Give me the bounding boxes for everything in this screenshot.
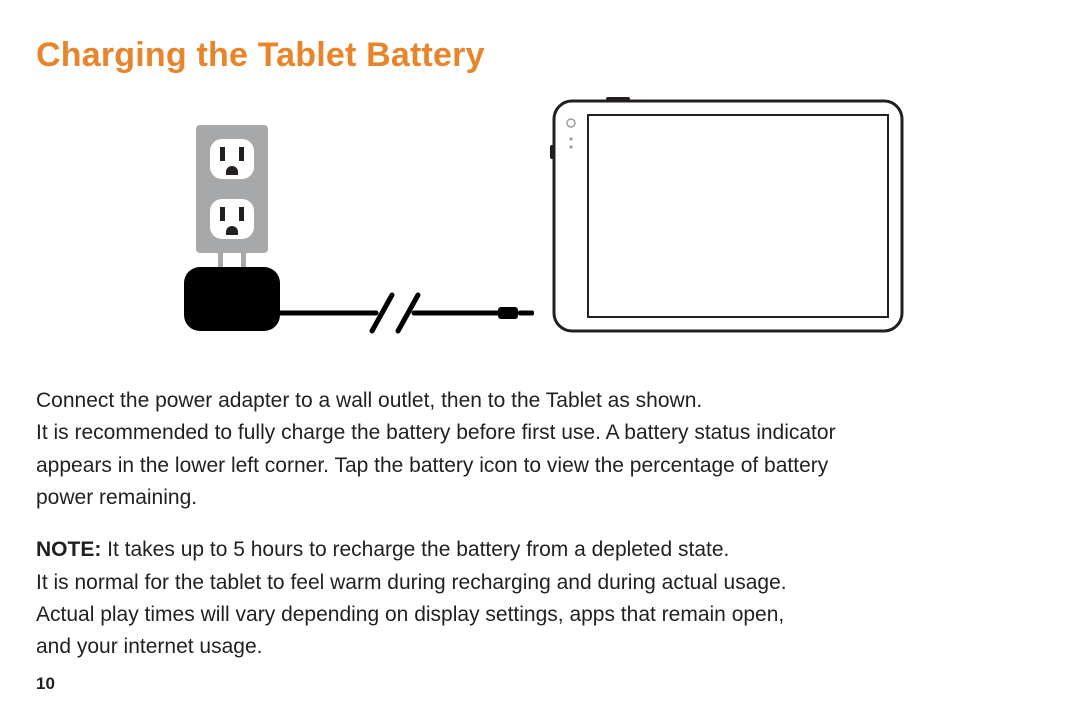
p2-l3: Actual play times will vary depending on… xyxy=(36,601,1040,629)
charging-diagram-svg xyxy=(146,95,966,365)
note-rest: It takes up to 5 hours to recharge the b… xyxy=(101,538,729,561)
p1-l1: Connect the power adapter to a wall outl… xyxy=(36,387,1040,415)
note-line: NOTE: It takes up to 5 hours to recharge… xyxy=(36,536,1040,564)
p1-l3: appears in the lower left corner. Tap th… xyxy=(36,452,1040,480)
note-label: NOTE: xyxy=(36,538,101,561)
charging-illustration xyxy=(146,95,966,365)
page-title: Charging the Tablet Battery xyxy=(36,36,1040,75)
manual-page: Charging the Tablet Battery Connect the … xyxy=(0,0,1080,720)
p2-l4: and your internet usage. xyxy=(36,633,1040,661)
page-number: 10 xyxy=(36,674,55,694)
p1-l2: It is recommended to fully charge the ba… xyxy=(36,419,1040,447)
p1-l4: power remaining. xyxy=(36,484,1040,512)
body-text: Connect the power adapter to a wall outl… xyxy=(36,387,1040,662)
p2-l2: It is normal for the tablet to feel warm… xyxy=(36,569,1040,597)
